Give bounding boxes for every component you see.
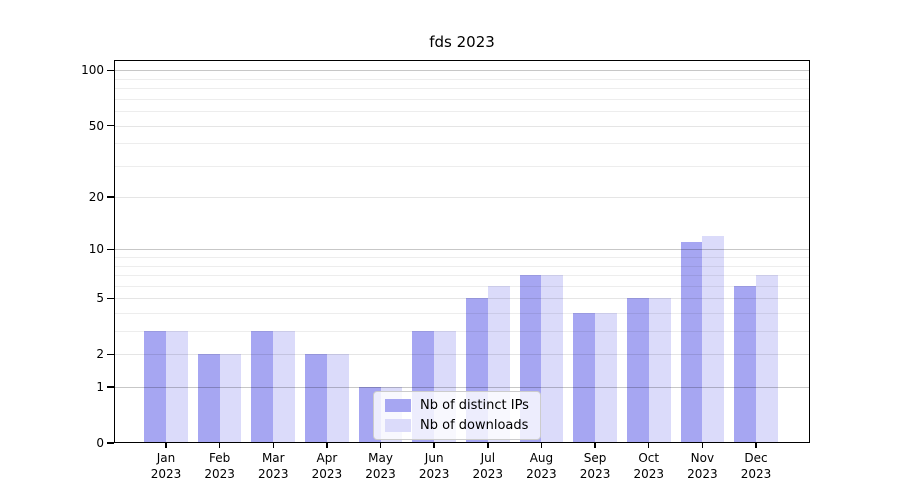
x-tick-feb (218, 443, 221, 448)
x-tick-year: 2023 (311, 467, 343, 481)
legend-swatch-distinct-ips (385, 399, 411, 412)
x-tick-jun (433, 443, 435, 448)
x-tick-month: Nov (690, 451, 715, 465)
x-tick-oct (648, 443, 650, 448)
y-tick-label-0: 0 (96, 436, 104, 450)
x-tick-year: 2023 (150, 467, 182, 481)
y-tick-label-5: 5 (96, 291, 104, 306)
bar-distinct-ips-nov (680, 242, 703, 443)
x-tick-year: 2023 (204, 467, 235, 481)
bar-distinct-ips-mar (251, 331, 274, 443)
x-tick-sep (594, 443, 596, 448)
bar-downloads-feb (219, 354, 242, 443)
legend-item-distinct-ips: Nb of distinct IPs (385, 398, 529, 413)
x-tick-nov (701, 443, 704, 448)
x-tick-label-oct: Oct 2023 (617, 450, 681, 482)
axis-spine-top (114, 60, 810, 62)
x-tick-jul (487, 443, 489, 448)
legend-swatch-downloads (385, 419, 411, 432)
bar-distinct-ips-jan (144, 331, 166, 443)
y-tick-20 (107, 196, 114, 198)
x-tick-month: Mar (261, 451, 285, 465)
axis-spine-bottom (114, 441, 810, 443)
bar-distinct-ips-apr (305, 354, 327, 443)
x-tick-year: 2023 (526, 467, 557, 481)
x-tick-label-aug: Aug 2023 (509, 450, 573, 482)
x-tick-month: May (368, 451, 393, 465)
x-tick-month: Jun (424, 451, 444, 465)
y-tick-1 (107, 386, 114, 388)
x-tick-label-feb: Feb 2023 (188, 450, 252, 482)
x-tick-year: 2023 (740, 467, 772, 481)
x-tick-month: Jul (480, 451, 496, 465)
y-tick-50 (107, 124, 114, 127)
x-tick-month: Jan (156, 451, 176, 465)
y-tick-label-100: 100 (81, 63, 104, 78)
bar-distinct-ips-feb (197, 354, 220, 443)
x-tick-label-apr: Apr 2023 (295, 450, 359, 482)
bar-downloads-aug (541, 275, 564, 443)
x-tick-month: Oct (638, 451, 660, 465)
x-tick-month: Feb (209, 451, 231, 465)
bar-downloads-apr (326, 354, 349, 443)
plot-area: Nb of distinct IPs Nb of downloads (114, 60, 810, 443)
x-tick-month: Apr (316, 451, 338, 465)
y-tick-5 (107, 297, 114, 300)
legend-label-downloads: Nb of downloads (420, 418, 529, 433)
bar-downloads-dec (755, 275, 778, 443)
x-tick-month: Sep (583, 451, 607, 465)
x-tick-label-sep: Sep 2023 (563, 450, 627, 482)
x-tick-year: 2023 (472, 467, 504, 481)
y-tick-label-2: 2 (96, 347, 104, 362)
y-tick-0 (107, 442, 114, 444)
x-tick-year: 2023 (633, 467, 664, 481)
x-tick-dec (755, 443, 757, 448)
axis-spine-right (808, 60, 810, 443)
y-tick-label-20: 20 (88, 190, 104, 205)
x-tick-month: Dec (744, 451, 768, 465)
bar-distinct-ips-oct (626, 298, 649, 443)
x-tick-year: 2023 (365, 467, 396, 481)
x-tick-may (379, 443, 382, 448)
x-tick-label-nov: Nov 2023 (670, 450, 734, 482)
x-tick-jan (165, 443, 167, 448)
bar-distinct-ips-dec (734, 285, 756, 443)
x-tick-label-jul: Jul 2023 (456, 450, 520, 482)
x-tick-month: Aug (529, 451, 554, 465)
bars-layer (114, 60, 810, 443)
bar-downloads-nov (702, 235, 725, 443)
x-tick-year: 2023 (687, 467, 718, 481)
legend: Nb of distinct IPs Nb of downloads (373, 391, 541, 440)
bar-downloads-mar (273, 331, 296, 443)
x-tick-label-dec: Dec 2023 (724, 450, 788, 482)
bar-downloads-jan (166, 331, 188, 443)
legend-item-downloads: Nb of downloads (385, 418, 529, 433)
x-tick-label-may: May 2023 (349, 450, 413, 482)
x-tick-aug (540, 443, 543, 448)
x-tick-year: 2023 (257, 467, 289, 481)
chart-title: fds 2023 (429, 33, 495, 51)
x-tick-year: 2023 (418, 467, 450, 481)
axis-spine-left (114, 60, 116, 443)
y-tick-100 (107, 69, 114, 72)
y-tick-label-50: 50 (88, 118, 104, 133)
bar-downloads-oct (648, 298, 671, 443)
x-tick-year: 2023 (579, 467, 611, 481)
y-tick-label-10: 10 (88, 242, 104, 257)
y-tick-10 (107, 248, 114, 251)
bar-distinct-ips-sep (573, 313, 596, 443)
x-tick-apr (326, 443, 328, 448)
y-tick-label-1: 1 (96, 380, 104, 395)
x-tick-mar (272, 443, 274, 448)
x-tick-label-jun: Jun 2023 (402, 450, 466, 482)
x-tick-label-jan: Jan 2023 (134, 450, 198, 482)
y-tick-2 (107, 353, 114, 355)
legend-label-distinct-ips: Nb of distinct IPs (420, 398, 529, 413)
bar-downloads-sep (595, 313, 617, 443)
x-tick-label-mar: Mar 2023 (241, 450, 305, 482)
